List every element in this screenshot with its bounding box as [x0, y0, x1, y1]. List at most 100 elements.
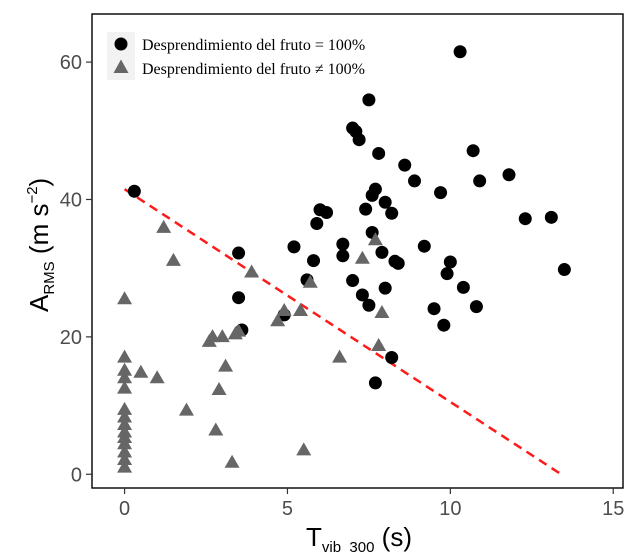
- data-point-triangle: [117, 370, 133, 384]
- data-point-triangle: [214, 329, 230, 343]
- data-point-triangle: [224, 454, 240, 468]
- data-point-triangle: [178, 402, 194, 416]
- legend-circle-icon: [114, 37, 128, 51]
- data-point-circle: [368, 182, 382, 196]
- data-point-triangle: [211, 381, 227, 395]
- data-point-circle: [427, 302, 441, 316]
- data-point-circle: [336, 249, 350, 263]
- data-point-circle: [368, 376, 382, 390]
- data-point-circle: [434, 186, 448, 200]
- data-point-circle: [362, 93, 376, 107]
- legend: Desprendimiento del fruto = 100% Despren…: [107, 32, 365, 80]
- data-point-triangle: [354, 250, 370, 264]
- data-point-triangle: [302, 274, 318, 288]
- data-point-triangle: [117, 349, 133, 363]
- data-point-circle: [398, 158, 412, 172]
- data-points-layer: [117, 45, 571, 473]
- y-axis-title-unit-close: ): [24, 178, 54, 187]
- legend-triangle-icon: [113, 59, 129, 73]
- y-axis-title-main: A: [24, 294, 54, 312]
- data-point-circle: [440, 267, 454, 281]
- data-point-triangle: [231, 323, 247, 337]
- data-point-circle: [456, 280, 470, 294]
- y-tick-label: 40: [60, 189, 82, 211]
- data-point-triangle: [276, 302, 292, 316]
- data-point-circle: [375, 245, 389, 259]
- data-point-triangle: [117, 436, 133, 450]
- data-point-triangle: [332, 349, 348, 363]
- legend-label-triangle: Desprendimiento del fruto ≠ 100%: [142, 61, 365, 78]
- data-point-circle: [443, 255, 457, 269]
- data-point-circle: [502, 168, 516, 182]
- data-point-triangle: [117, 444, 133, 458]
- y-axis-title-unit-open: (m s: [24, 204, 54, 262]
- data-point-circle: [544, 210, 558, 224]
- data-point-triangle: [117, 417, 133, 430]
- y-axis-title: ARMS (m s−2): [24, 178, 58, 312]
- data-point-circle: [372, 146, 386, 160]
- y-tick-label: 20: [60, 327, 82, 349]
- x-axis-title-subscript: vib_300: [322, 539, 375, 552]
- data-point-circle: [408, 174, 422, 188]
- data-point-circle: [378, 281, 392, 295]
- data-point-triangle: [149, 370, 165, 384]
- data-point-circle: [310, 217, 324, 231]
- x-tick-label: 0: [119, 498, 130, 520]
- data-point-triangle: [117, 291, 133, 305]
- data-point-circle: [466, 144, 480, 158]
- data-point-circle: [232, 291, 246, 305]
- data-point-triangle: [133, 364, 149, 378]
- legend-label-circle: Desprendimiento del fruto = 100%: [142, 37, 365, 54]
- axis-ticks-layer: 0 5 10 15 0 20 40 60: [60, 52, 625, 520]
- data-point-circle: [391, 256, 405, 270]
- x-axis-title-unit: (s): [374, 522, 412, 552]
- data-point-triangle: [374, 305, 390, 319]
- data-point-circle: [469, 300, 483, 314]
- data-point-circle: [346, 274, 360, 288]
- y-tick-label: 0: [71, 464, 82, 486]
- data-point-circle: [362, 298, 376, 312]
- data-point-circle: [437, 318, 451, 332]
- data-point-circle: [518, 212, 532, 226]
- data-point-triangle: [218, 358, 234, 372]
- data-point-circle: [359, 202, 373, 216]
- data-point-triangle: [117, 452, 133, 466]
- data-point-circle: [307, 254, 321, 268]
- data-point-circle: [127, 184, 141, 198]
- data-point-circle: [355, 288, 369, 302]
- data-point-circle: [453, 45, 467, 59]
- data-point-triangle: [296, 442, 312, 456]
- data-point-circle: [385, 350, 399, 364]
- y-axis-title-superscript: −2: [24, 186, 41, 203]
- data-point-triangle: [367, 232, 383, 246]
- data-point-circle: [417, 239, 431, 253]
- y-tick-label: 60: [60, 52, 82, 74]
- data-point-triangle: [205, 329, 221, 343]
- data-point-circle: [320, 206, 334, 220]
- regression-line: [123, 188, 562, 476]
- data-point-circle: [557, 263, 571, 277]
- data-point-triangle: [117, 409, 133, 423]
- data-point-triangle: [117, 459, 133, 473]
- data-point-circle: [336, 237, 350, 251]
- x-axis-title-main: T: [306, 522, 322, 552]
- data-point-triangle: [244, 264, 260, 278]
- x-tick-label: 15: [602, 498, 624, 520]
- data-point-circle: [287, 240, 301, 254]
- y-axis-title-subscript: RMS: [41, 261, 58, 294]
- data-point-triangle: [165, 252, 181, 266]
- x-tick-label: 10: [439, 498, 461, 520]
- data-point-triangle: [270, 313, 286, 327]
- data-point-triangle: [371, 338, 387, 351]
- data-point-circle: [378, 195, 392, 209]
- data-point-circle: [385, 206, 399, 220]
- data-point-triangle: [117, 362, 133, 376]
- reference-line-layer: [123, 188, 562, 476]
- x-axis-title: Tvib_300 (s): [306, 522, 412, 552]
- data-point-circle: [232, 246, 246, 260]
- data-point-triangle: [292, 302, 308, 316]
- data-point-triangle: [208, 422, 224, 436]
- data-point-circle: [473, 174, 487, 188]
